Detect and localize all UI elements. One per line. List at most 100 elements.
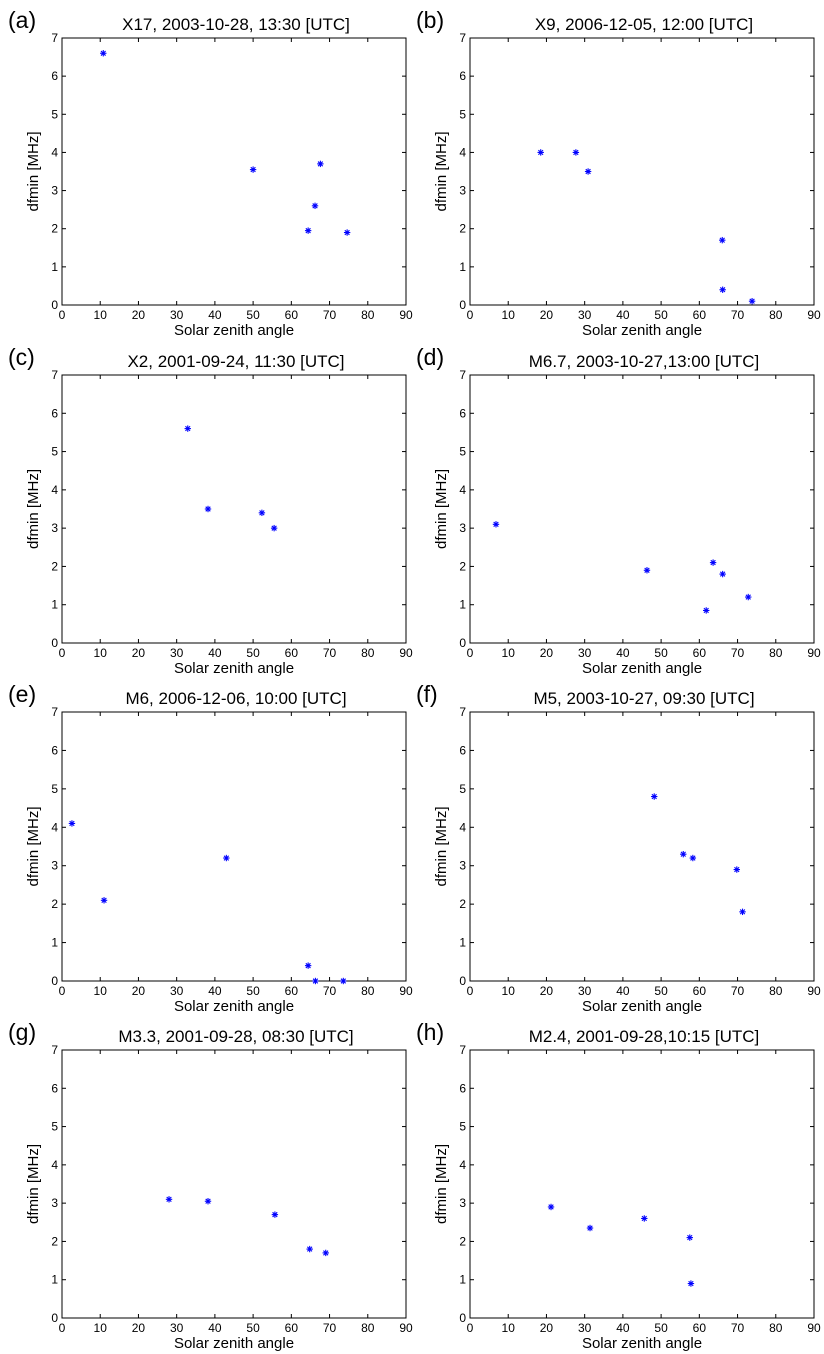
x-tick-label: 50: [246, 984, 260, 998]
y-tick-label: 2: [459, 1234, 466, 1248]
y-tick-label: 3: [51, 859, 58, 873]
panel-label: (b): [416, 7, 444, 33]
data-point-stroke: [703, 607, 709, 614]
x-axis-label: Solar zenith angle: [174, 322, 294, 339]
data-point: [651, 793, 658, 800]
chart-title: X2, 2001-09-24, 11:30 [UTC]: [127, 352, 344, 371]
y-axis-label: dfmin [MHz]: [433, 1144, 450, 1224]
data-point-stroke: [344, 229, 350, 236]
data-point: [733, 866, 740, 873]
data-point: [748, 297, 756, 305]
x-tick-label: 60: [693, 308, 707, 322]
y-tick-label: 1: [459, 260, 466, 274]
x-tick-label: 50: [246, 308, 260, 322]
x-tick-label: 20: [132, 984, 146, 998]
data-point-stroke: [166, 1196, 172, 1203]
y-tick-label: 4: [51, 483, 58, 497]
x-tick-label: 10: [502, 1321, 516, 1335]
data-point-stroke: [205, 506, 211, 512]
panel-label: (f): [416, 681, 438, 707]
x-tick-label: 10: [502, 308, 516, 322]
y-axis-label: dfmin [MHz]: [25, 469, 42, 549]
data-point-stroke: [205, 1198, 211, 1204]
data-point: [719, 286, 726, 293]
x-tick-label: 60: [285, 1321, 299, 1335]
y-tick-label: 5: [51, 782, 58, 796]
y-tick-label: 5: [459, 1120, 466, 1134]
data-point-stroke: [250, 166, 256, 173]
data-point-stroke: [340, 978, 347, 984]
data-point: [641, 1215, 648, 1222]
x-tick-label: 10: [502, 984, 516, 998]
data-point-stroke: [100, 50, 106, 56]
y-tick-label: 2: [459, 559, 466, 573]
x-tick-label: 30: [578, 984, 592, 998]
x-axis-label: Solar zenith angle: [582, 660, 702, 677]
y-tick-label: 6: [459, 1081, 466, 1095]
data-point: [304, 227, 312, 234]
y-tick-label: 2: [51, 897, 58, 911]
x-tick-label: 40: [616, 984, 630, 998]
x-tick-label: 0: [59, 1321, 66, 1335]
data-point: [68, 820, 76, 827]
chart-title: M5, 2003-10-27, 09:30 [UTC]: [533, 689, 754, 708]
data-point: [719, 570, 726, 578]
data-point-stroke: [651, 793, 657, 800]
x-tick-label: 50: [654, 308, 668, 322]
data-point: [311, 202, 319, 210]
x-tick-label: 70: [731, 1321, 745, 1335]
data-point: [547, 1203, 555, 1211]
data-point: [258, 509, 266, 517]
y-tick-label: 0: [459, 298, 466, 312]
y-tick-label: 5: [459, 445, 466, 459]
data-point: [312, 977, 319, 985]
x-tick-label: 30: [170, 646, 184, 660]
chart-title: M6.7, 2003-10-27,13:00 [UTC]: [529, 352, 760, 371]
data-point: [223, 854, 230, 862]
x-tick-label: 20: [540, 308, 554, 322]
x-tick-label: 40: [616, 308, 630, 322]
x-tick-label: 0: [59, 308, 66, 322]
x-tick-label: 90: [807, 984, 821, 998]
data-point-stroke: [305, 962, 311, 969]
y-tick-label: 1: [459, 936, 466, 950]
data-point: [343, 229, 351, 236]
chart-panel: 0 10 20 30 40 50 60 70 80 90 0 1 2 3 4 5 6 7 X9, 2006-12-0…: [416, 7, 821, 339]
data-point-stroke: [259, 510, 265, 516]
x-tick-label: 20: [540, 984, 554, 998]
y-tick-label: 0: [51, 636, 58, 650]
y-tick-label: 5: [51, 1120, 58, 1134]
data-point-stroke: [312, 203, 318, 209]
x-axis-label: Solar zenith angle: [582, 998, 702, 1015]
y-tick-label: 4: [51, 1158, 58, 1172]
y-axis-label: dfmin [MHz]: [433, 806, 450, 886]
panel-label: (h): [416, 1019, 444, 1045]
x-tick-label: 30: [170, 984, 184, 998]
data-point: [306, 1245, 313, 1253]
panel-label: (d): [416, 344, 444, 370]
data-point: [165, 1196, 173, 1203]
data-point: [249, 166, 257, 173]
y-tick-label: 3: [51, 521, 58, 535]
y-tick-label: 3: [51, 1196, 58, 1210]
data-point-stroke: [585, 168, 591, 175]
x-tick-label: 30: [578, 646, 592, 660]
data-point: [270, 524, 278, 532]
x-tick-label: 30: [170, 308, 184, 322]
y-tick-label: 0: [459, 974, 466, 988]
x-tick-label: 70: [731, 646, 745, 660]
data-point-stroke: [641, 1215, 647, 1222]
axes-box: [61, 374, 407, 644]
x-tick-label: 10: [502, 646, 516, 660]
y-tick-label: 4: [51, 820, 58, 834]
x-tick-label: 20: [132, 1321, 146, 1335]
data-point: [100, 897, 108, 904]
data-point-stroke: [687, 1234, 693, 1241]
y-tick-label: 2: [51, 1234, 58, 1248]
x-tick-label: 90: [399, 646, 413, 660]
y-tick-label: 0: [459, 636, 466, 650]
x-tick-label: 90: [807, 646, 821, 660]
x-tick-label: 40: [616, 646, 630, 660]
data-point-stroke: [688, 1280, 694, 1287]
y-axis-label: dfmin [MHz]: [433, 469, 450, 549]
